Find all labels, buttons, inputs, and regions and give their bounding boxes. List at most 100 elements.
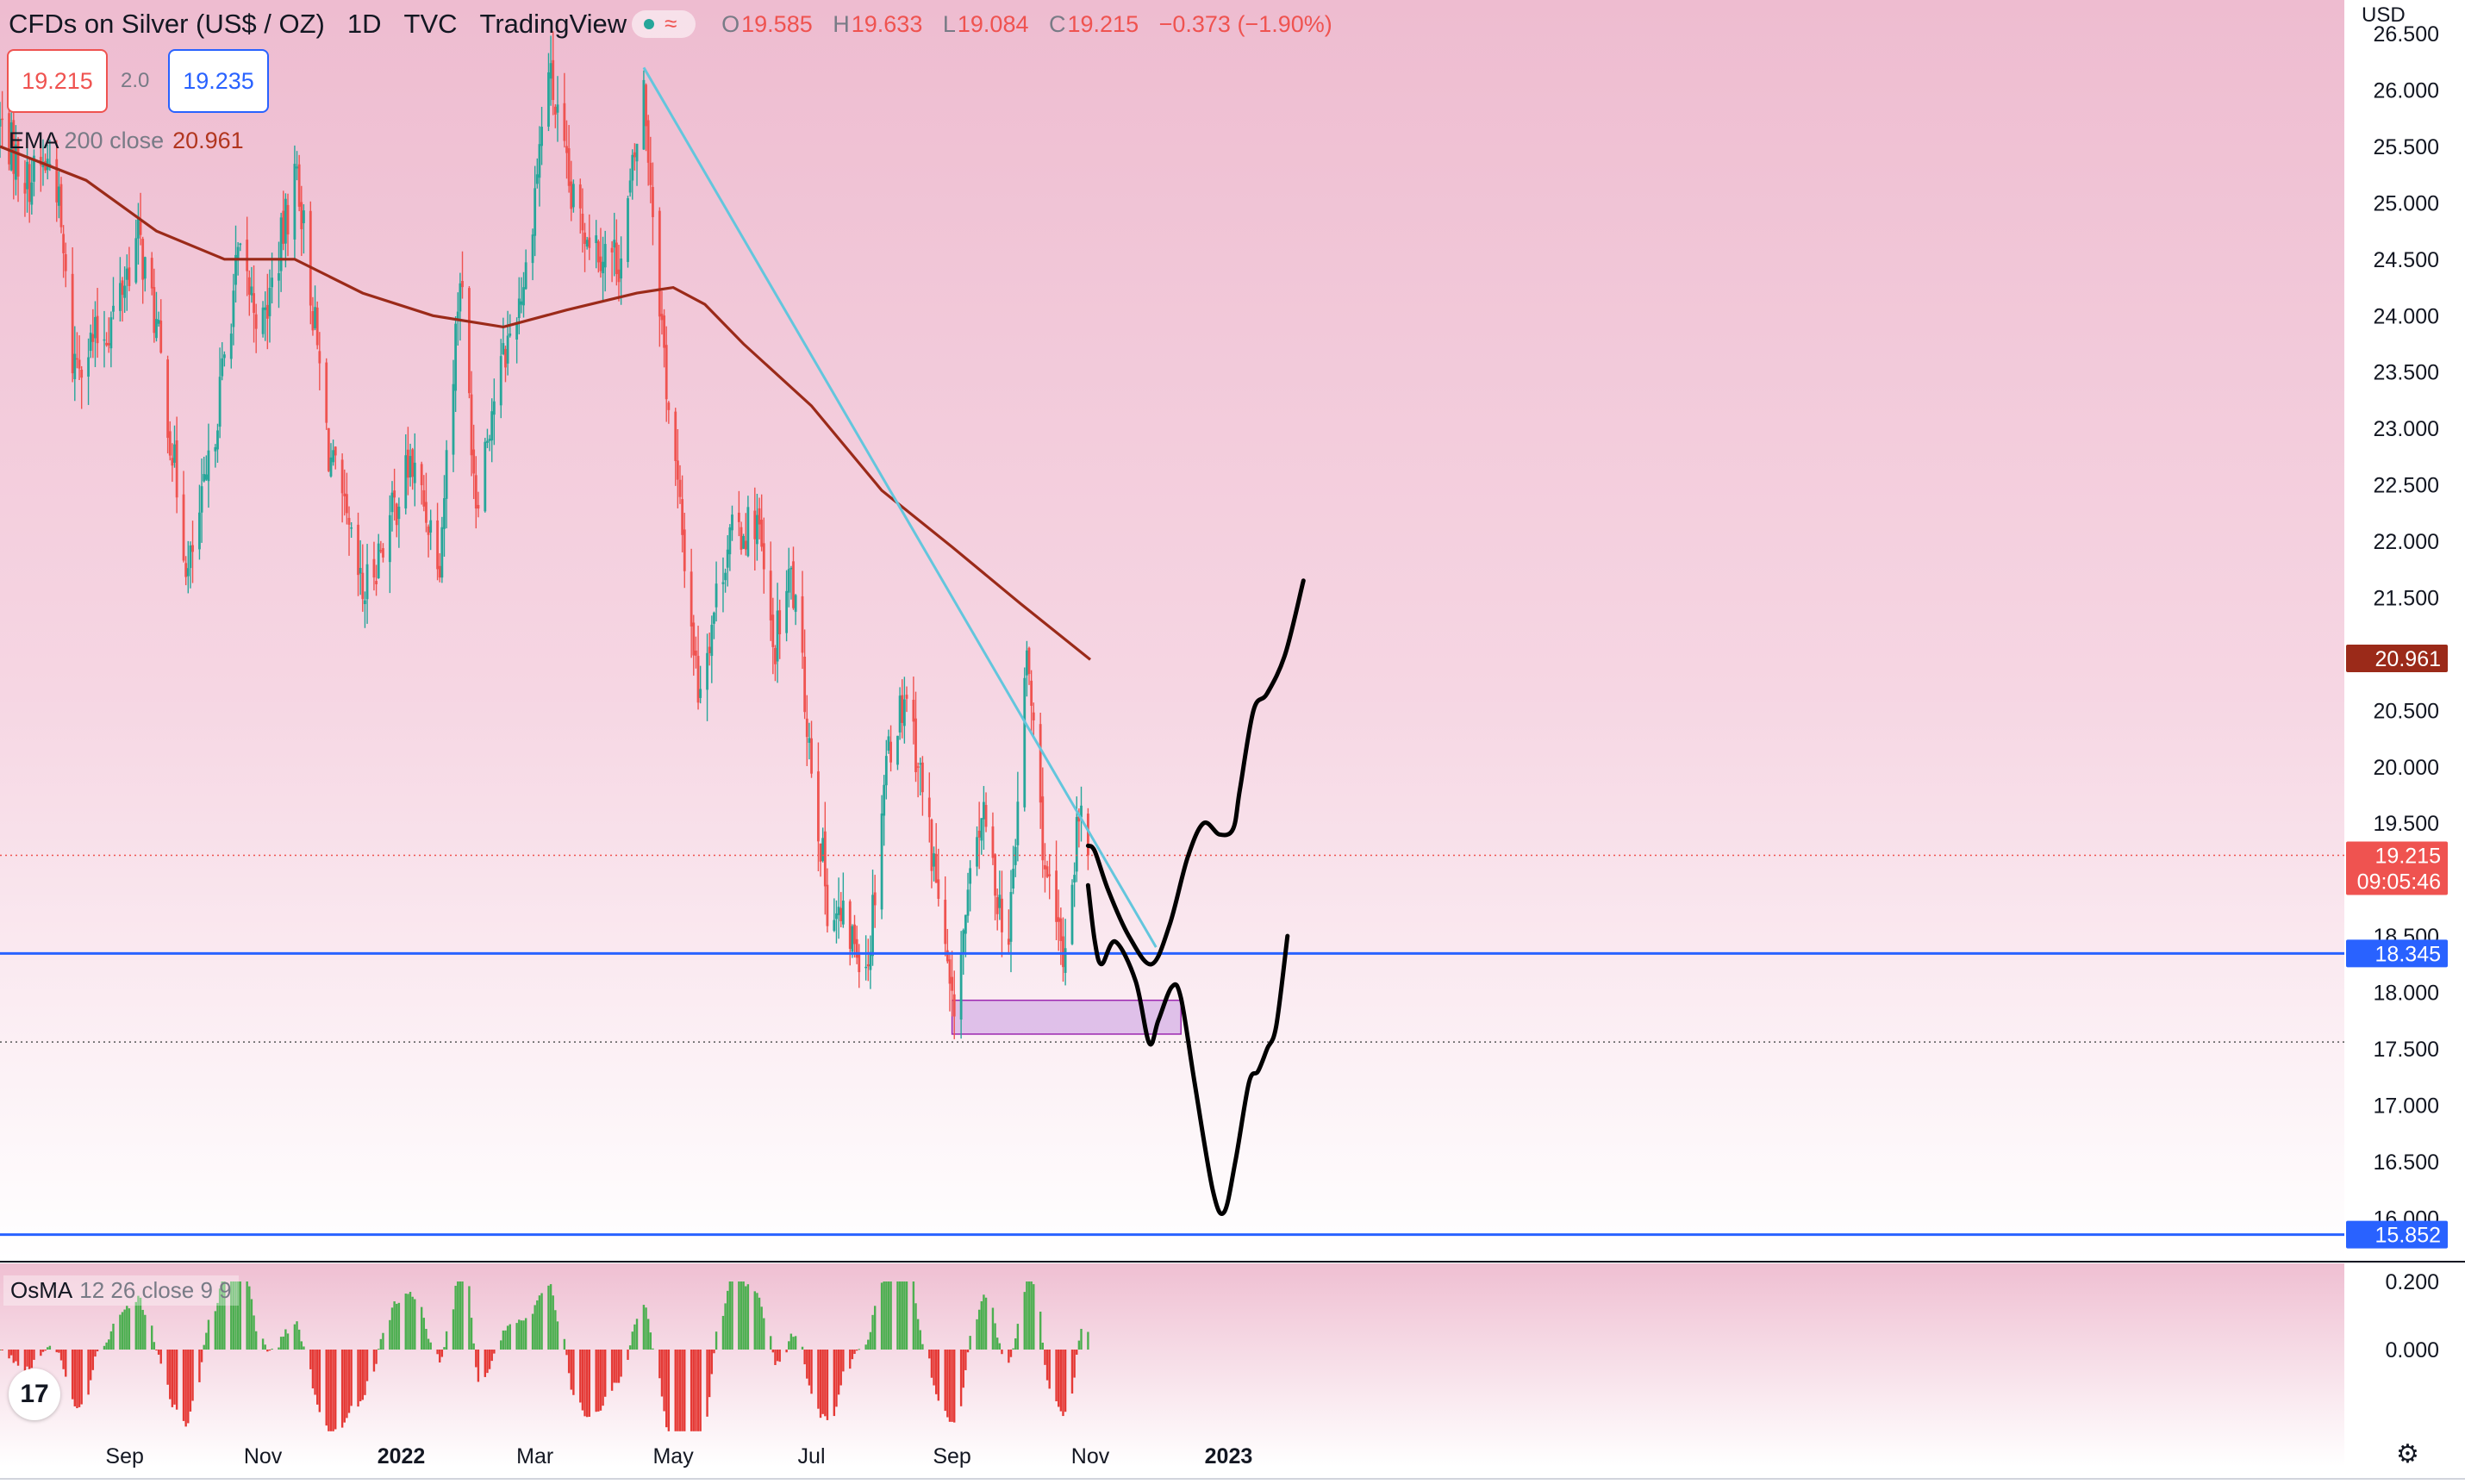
candle: [171, 443, 174, 483]
osma-bar: [364, 1350, 366, 1395]
candle: [660, 290, 664, 335]
candle: [425, 472, 427, 533]
osma-bar: [191, 1350, 194, 1401]
osma-bar: [883, 1281, 885, 1350]
osma-bar: [824, 1350, 827, 1417]
osma-bar: [390, 1307, 394, 1350]
osma-bar: [959, 1350, 963, 1406]
candle: [361, 544, 365, 612]
candle: [808, 722, 811, 760]
candle: [33, 149, 35, 196]
candle: [112, 277, 115, 320]
osma-name: OsMA: [10, 1277, 73, 1303]
candle: [345, 472, 348, 525]
candle: [869, 935, 872, 989]
candle: [740, 521, 743, 555]
osma-bar: [520, 1320, 523, 1350]
candle: [229, 323, 233, 369]
candle: [552, 31, 555, 115]
candle: [141, 236, 145, 304]
timeframe-label[interactable]: 1D: [346, 9, 382, 39]
osma-bar: [361, 1350, 364, 1400]
osma-bar: [112, 1324, 115, 1350]
osma-bar: [266, 1350, 269, 1352]
candle: [340, 453, 344, 523]
buy-button[interactable]: 19.235: [168, 49, 269, 113]
osma-bar: [297, 1329, 301, 1350]
osma-bar: [504, 1330, 507, 1350]
osma-bar: [937, 1350, 940, 1401]
candle: [502, 317, 505, 356]
candle: [80, 365, 84, 409]
osma-bar: [389, 1319, 391, 1350]
osma-bar: [28, 1350, 31, 1371]
osma-bar: [581, 1350, 584, 1411]
sell-button[interactable]: 19.215: [7, 49, 108, 113]
candle: [486, 428, 489, 449]
osma-bar: [713, 1350, 715, 1354]
time-tick-label: Nov: [244, 1444, 283, 1468]
candle: [683, 512, 686, 589]
osma-bar: [934, 1350, 938, 1394]
candle: [264, 291, 267, 341]
candle: [976, 826, 978, 876]
projection-drawing[interactable]: [1085, 882, 1290, 1216]
currency-selector[interactable]: USD: [2362, 3, 2406, 27]
candle: [265, 273, 269, 350]
osma-bar: [745, 1286, 747, 1350]
osma-bar: [254, 1331, 258, 1350]
ema-200-line[interactable]: [0, 145, 1092, 661]
osma-bar: [552, 1295, 554, 1350]
candle: [186, 540, 190, 594]
osma-bar: [984, 1297, 988, 1350]
osma-bar: [627, 1350, 629, 1360]
candle: [445, 440, 448, 529]
candle: [708, 632, 711, 666]
osma-bar: [1048, 1350, 1051, 1389]
osma-bar: [278, 1347, 280, 1350]
tradingview-logo[interactable]: 17: [9, 1369, 60, 1420]
osma-bar: [375, 1350, 378, 1364]
candle: [778, 599, 782, 659]
candle: [534, 165, 537, 257]
candle: [695, 636, 697, 669]
osma-bar: [789, 1333, 793, 1350]
candle: [934, 823, 938, 883]
price-tick-label: 25.000: [2374, 191, 2439, 215]
osma-bar: [837, 1350, 840, 1395]
candle: [250, 266, 253, 303]
osma-bar: [642, 1305, 646, 1350]
projection-drawing[interactable]: [1085, 578, 1306, 967]
candle: [55, 140, 59, 222]
candle: [610, 240, 614, 283]
candle: [794, 594, 797, 626]
candle: [524, 249, 527, 290]
osma-bar: [119, 1314, 122, 1350]
osma-bar: [198, 1350, 201, 1382]
chart-header: CFDs on Silver (US$ / OZ) 1D TVC Trading…: [9, 5, 1346, 43]
osma-bar: [169, 1350, 172, 1400]
candle: [792, 546, 795, 610]
gear-icon[interactable]: ⚙: [2396, 1440, 2419, 1468]
osma-bar: [898, 1281, 902, 1350]
osma-bar: [300, 1341, 303, 1350]
price-tick-label: 17.500: [2374, 1038, 2439, 1062]
candle: [737, 490, 740, 537]
osma-bar: [175, 1350, 178, 1410]
market-status[interactable]: ≈: [632, 10, 696, 38]
symbol-title[interactable]: CFDs on Silver (US$ / OZ): [9, 9, 325, 39]
osma-legend[interactable]: OsMA 12 26 close 9 9: [3, 1275, 239, 1306]
osma-bar: [325, 1350, 328, 1426]
trendline[interactable]: [642, 66, 1158, 948]
ema-legend[interactable]: EMA 200 close 20.961: [9, 128, 244, 154]
osma-bar: [409, 1292, 412, 1350]
candle: [615, 219, 618, 286]
osma-bar: [715, 1331, 718, 1350]
osma-bar: [667, 1350, 671, 1431]
candle: [977, 801, 981, 870]
osma-bar: [538, 1295, 541, 1350]
osma-bar: [30, 1350, 34, 1369]
osma-bar: [1009, 1350, 1013, 1357]
osma-bar: [420, 1306, 423, 1350]
